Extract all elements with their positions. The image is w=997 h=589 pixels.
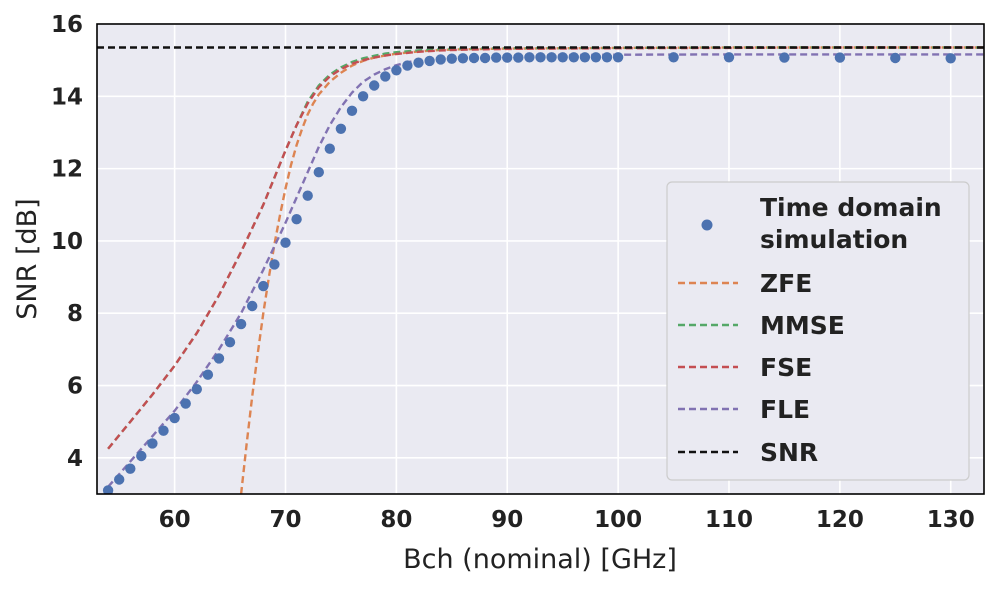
data-point	[479, 52, 491, 64]
data-point	[579, 52, 591, 63]
data-point	[158, 425, 169, 436]
data-point	[391, 65, 402, 76]
data-point	[313, 167, 324, 178]
x-tick-label: 120	[816, 507, 864, 533]
x-tick-label: 60	[159, 507, 191, 533]
y-tick-label: 16	[51, 12, 83, 38]
y-tick-label: 4	[67, 446, 83, 472]
data-point	[224, 337, 236, 348]
data-point	[324, 143, 335, 154]
data-point	[590, 52, 602, 63]
y-tick-label: 12	[51, 157, 83, 183]
data-point	[125, 463, 136, 474]
plot-frame	[96, 23, 985, 495]
x-tick-label: 80	[380, 507, 412, 533]
data-point	[369, 80, 380, 91]
data-point	[114, 474, 125, 485]
data-point	[535, 52, 546, 63]
data-point	[435, 54, 446, 65]
data-point	[380, 71, 391, 82]
legend-label-fle: FLE	[760, 395, 810, 424]
legend: Time domain simulation ZFE MMSE FSE FLE SNR	[666, 181, 970, 481]
legend-label-fse: FSE	[760, 353, 812, 382]
series-line-fse	[107, 46, 984, 450]
data-point	[291, 214, 302, 225]
data-point	[424, 55, 435, 67]
data-point	[834, 52, 846, 63]
y-tick-label: 14	[51, 84, 83, 110]
legend-label-zfe: ZFE	[760, 269, 812, 298]
x-tick-label: 100	[594, 507, 642, 533]
y-tick-label: 8	[67, 301, 83, 327]
data-point	[302, 190, 313, 201]
legend-label-snr: SNR	[760, 438, 818, 467]
data-point	[258, 280, 269, 292]
data-point	[147, 438, 158, 449]
data-point	[446, 53, 457, 64]
data-point	[235, 318, 247, 330]
data-point	[468, 52, 480, 64]
y-tick-label: 10	[51, 229, 83, 255]
data-point	[723, 52, 735, 63]
data-point	[213, 353, 225, 364]
y-tick-labels: 4 6 8 10 12 14 16	[51, 12, 83, 472]
data-point	[335, 123, 347, 134]
data-point	[269, 259, 280, 270]
data-point	[668, 52, 679, 63]
data-point	[546, 52, 557, 63]
data-point	[180, 398, 191, 409]
legend-label-mmse: MMSE	[760, 311, 845, 340]
x-tick-label: 110	[705, 507, 753, 533]
data-point	[280, 237, 291, 248]
x-tick-label: 70	[269, 507, 301, 533]
data-point	[557, 52, 568, 63]
x-tick-label: 130	[927, 507, 975, 533]
data-point	[413, 57, 424, 68]
data-point	[191, 384, 202, 395]
data-point	[136, 450, 147, 462]
data-point	[402, 60, 413, 71]
data-point	[945, 53, 956, 64]
data-point	[568, 52, 579, 63]
data-point	[890, 52, 901, 64]
data-point	[491, 52, 502, 63]
data-point	[357, 91, 369, 102]
legend-label-time-domain: Time domain simulation	[760, 193, 942, 254]
x-tick-labels: 60 70 80 90 100 110 120 130	[159, 507, 975, 533]
data-point	[502, 52, 513, 63]
data-point	[202, 369, 214, 380]
data-point	[513, 52, 524, 63]
series-layer	[97, 46, 984, 494]
legend-box	[666, 181, 970, 481]
x-tick-label: 90	[491, 507, 523, 533]
data-point	[102, 485, 114, 494]
legend-marker-time-domain	[701, 219, 713, 231]
data-point	[457, 53, 469, 64]
y-tick-label: 6	[67, 374, 83, 400]
x-axis-label: Bch (nominal) [GHz]	[403, 544, 677, 575]
data-point	[601, 52, 613, 63]
data-point	[169, 412, 180, 424]
data-point	[612, 52, 624, 63]
y-axis-label: SNR [dB]	[12, 198, 43, 319]
data-point	[779, 52, 790, 63]
data-point	[524, 52, 535, 63]
data-point	[346, 105, 358, 117]
data-point	[247, 300, 258, 312]
